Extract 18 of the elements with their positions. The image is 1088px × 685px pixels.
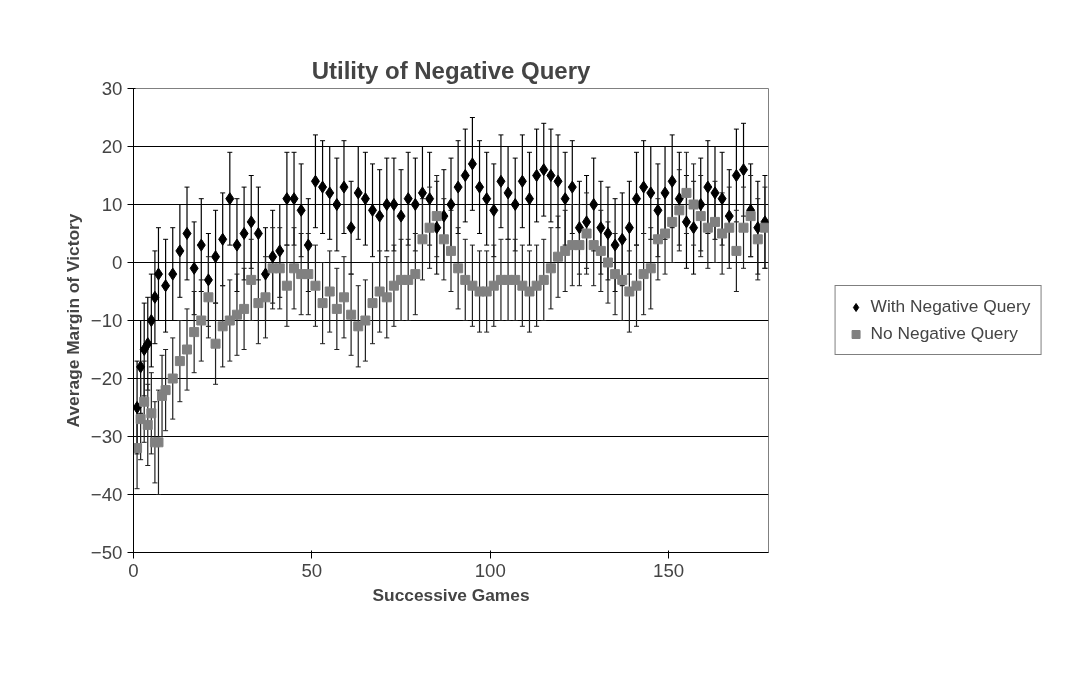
y-tick-label: 30 — [101, 78, 123, 99]
y-tick-label: 0 — [112, 252, 123, 273]
y-tick-label: 10 — [101, 194, 123, 215]
y-tick-label: −40 — [90, 484, 123, 505]
y-tick-label: −20 — [90, 368, 123, 389]
legend-label: No Negative Query — [870, 323, 1018, 344]
legend-label: With Negative Query — [870, 296, 1031, 317]
y-tick-label: 20 — [101, 136, 123, 157]
x-tick-label: 100 — [474, 559, 506, 581]
y-tick-label: −30 — [90, 426, 123, 447]
y-tick-label: −50 — [90, 542, 123, 563]
chart-title: Utility of Negative Query — [311, 56, 592, 84]
y-axis-title: Average Margin of Victory — [62, 213, 83, 428]
x-tick-label: 150 — [653, 559, 685, 581]
x-axis-title: Successive Games — [372, 584, 530, 605]
x-tick-label: 0 — [128, 559, 139, 581]
x-tick-label: 50 — [301, 559, 323, 581]
y-tick-label: −10 — [90, 310, 123, 331]
